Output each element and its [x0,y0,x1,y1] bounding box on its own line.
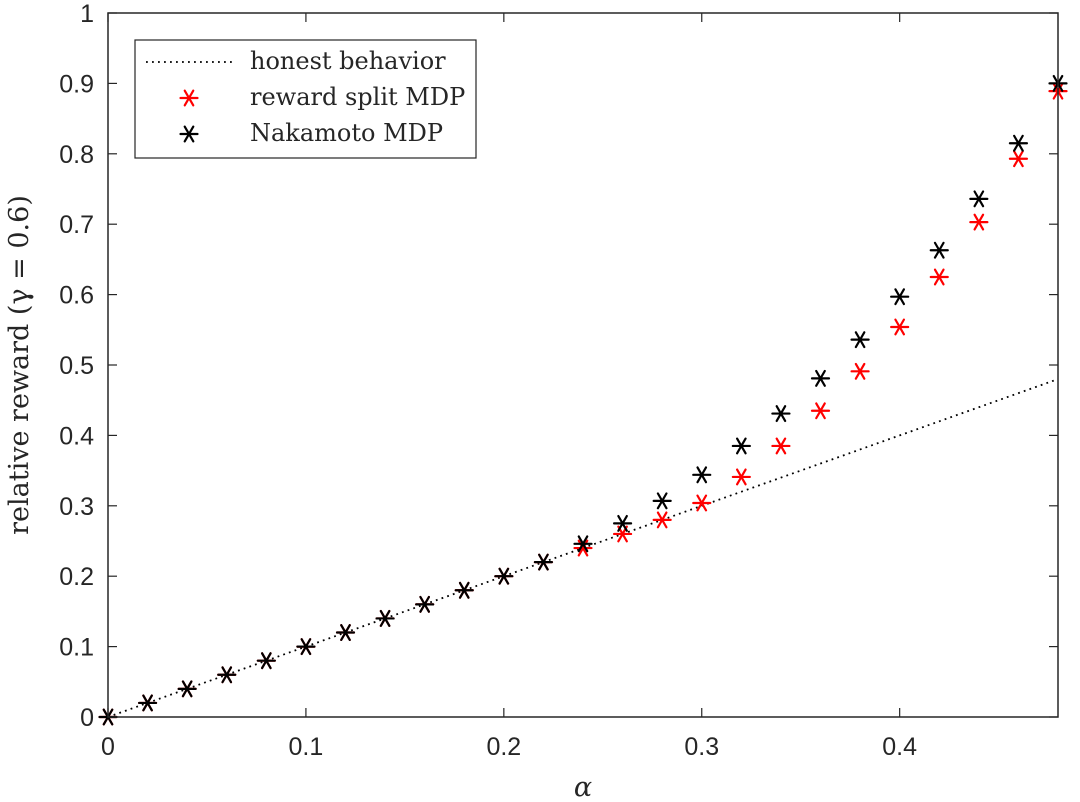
reward-split-point [652,511,672,529]
reward-split-point [771,437,791,455]
y-tick-label: 0.7 [59,211,94,239]
x-tick-label: 0.1 [289,733,324,761]
y-tick-label: 0.3 [59,493,94,521]
x-axis-label: α [574,772,592,802]
nakamoto-point [494,567,514,585]
nakamoto-point [256,652,276,670]
nakamoto-point [810,369,831,387]
x-tick-label: 0.3 [684,733,719,761]
x-tick-label: 0.4 [882,733,917,761]
nakamoto-point [969,190,989,208]
y-tick-label: 0 [80,704,94,732]
legend-nakamoto-asterisk [179,125,199,143]
legend-nakamoto-marker [179,125,199,143]
y-axis-label: relative reward (γ = 0.6) [4,195,35,535]
series-layer [98,74,1068,726]
nakamoto-point [929,241,949,259]
reward-split-point [692,494,712,512]
legend: honest behavior reward split MDP Nakamot… [134,39,477,159]
y-tick-label: 0.6 [59,282,94,310]
reward-split-point [1008,150,1029,168]
nakamoto-point [296,638,316,656]
nakamoto-point [217,666,237,684]
reward-split-point [969,213,989,231]
nakamoto-point [731,437,751,455]
nakamoto-point [177,680,197,698]
nakamoto-point [1008,134,1029,152]
axes-box [107,12,1059,718]
y-tick-label: 0.4 [59,422,94,450]
nakamoto-point [137,694,158,712]
nakamoto-point [890,288,910,306]
nakamoto-point [692,466,712,484]
legend-reward-split-asterisk [179,89,199,107]
reward-split-point [731,468,751,486]
nakamoto-point [573,535,593,553]
nakamoto-point [652,492,672,510]
legend-reward-split-marker [179,89,199,107]
nakamoto-point [375,609,395,627]
y-tick-label: 0.5 [59,352,94,380]
axis-tick-labels: 0 0.1 0.2 0.3 0.4 0 0.1 0.2 0.3 0.4 0.5 0.6 0.7 0.8 0.… [59,0,917,761]
y-tick-label: 0.8 [59,141,94,169]
reward-split-point [850,362,870,380]
legend-nakamoto-label: Nakamoto MDP [250,119,443,147]
nakamoto-point [533,553,554,571]
y-tick-label: 0.1 [59,634,94,662]
y-tick-label: 0.2 [59,563,94,591]
reward-split-point [810,402,831,420]
nakamoto-point [335,624,356,641]
nakamoto-point [454,581,474,599]
nakamoto-point [415,595,435,613]
reward-split-point [929,268,949,286]
x-tick-label: 0.2 [486,733,521,761]
nakamoto-point [771,405,791,423]
legend-honest-label: honest behavior [250,47,446,75]
nakamoto-point [612,514,633,532]
y-tick-label: 1 [80,0,94,28]
y-tick-label: 0.9 [59,70,94,98]
x-tick-label: 0 [101,733,115,761]
reward-split-point [890,318,910,336]
legend-reward-split-label: reward split MDP [250,83,465,111]
nakamoto-point [850,331,870,349]
